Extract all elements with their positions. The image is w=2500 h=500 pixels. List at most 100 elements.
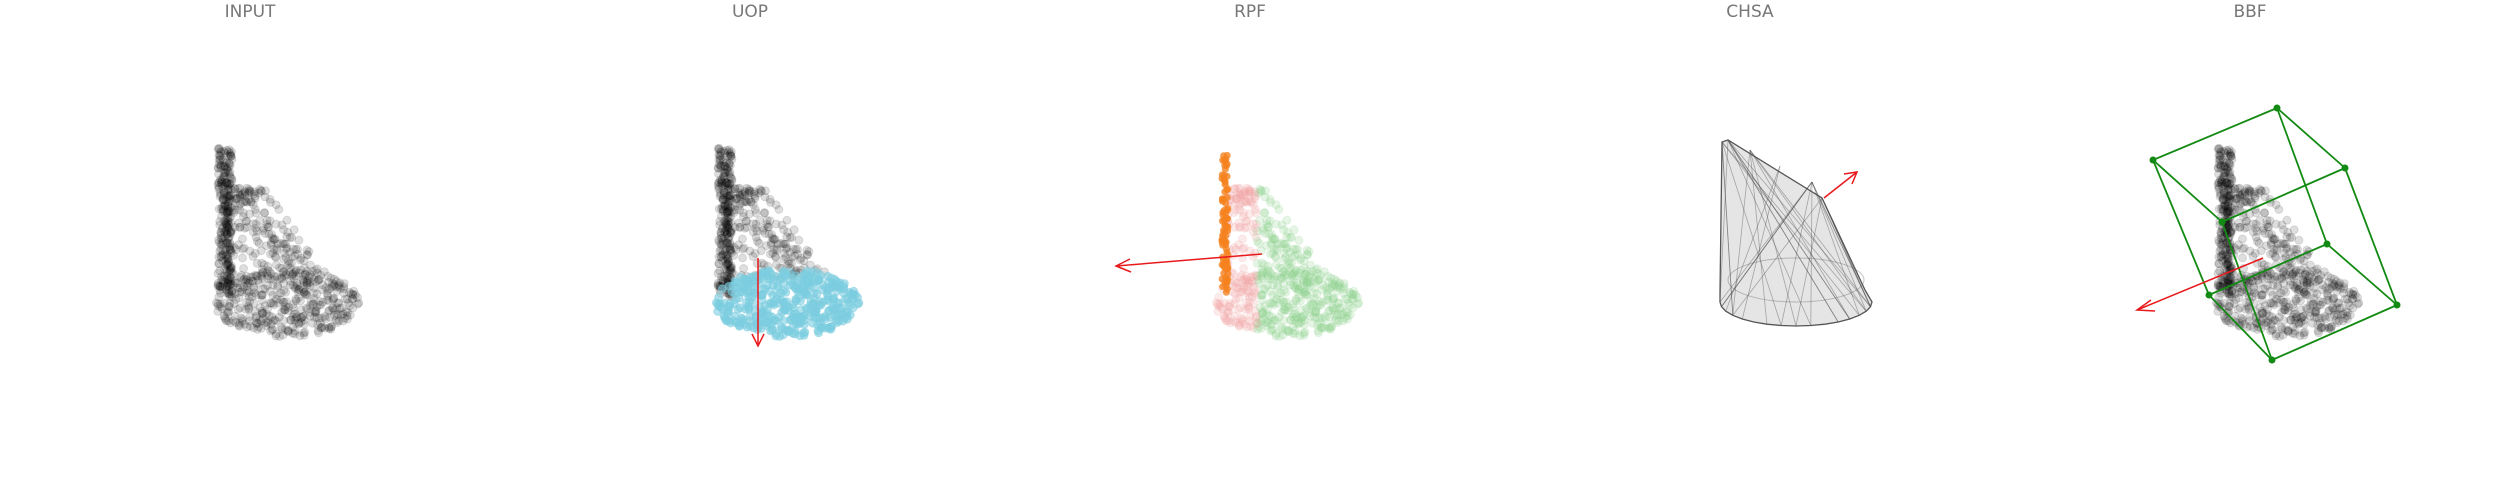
hull-edge [1727,139,1851,320]
cloud-point [724,258,734,268]
cloud-point [344,298,354,308]
cloud-point [226,149,235,159]
cloud-point [1234,218,1244,228]
cloud-point [2269,235,2279,244]
cloud-point [1329,274,1339,284]
cloud-point [293,287,303,297]
cloud-point [1288,303,1298,313]
cloud-point [1234,287,1244,297]
cloud-point [727,263,736,273]
cloud-point [2271,252,2281,262]
cloud-point [2227,292,2237,302]
cloud-point [720,264,730,274]
cloud-point [224,213,234,223]
cloud-point [257,306,267,316]
cloud-point [714,150,724,160]
cloud-point [1296,253,1306,263]
cloud-point [718,238,728,248]
cloud-point [2281,239,2291,249]
cloud-point [748,227,758,237]
cloud-point [218,238,228,248]
cloud-point [1235,199,1245,209]
cloud-point [2289,225,2299,235]
cloud-point [733,188,743,198]
cloud-point [1280,305,1290,315]
cloud-point [333,309,343,319]
cloud-point [716,244,726,254]
cloud-point [1312,302,1322,312]
cloud-point [1234,240,1243,250]
cloud-point [2291,313,2301,323]
cloud-point [2222,274,2232,284]
cloud-point [724,219,734,229]
cloud-point [722,221,732,231]
cloud-point [1299,275,1308,285]
cloud-point [724,206,734,216]
box-edge [2276,107,2328,245]
cloud-point [219,188,229,198]
cloud-point [316,323,326,333]
cloud-point [218,202,228,212]
hull-edge [1811,181,1871,307]
cloud-point [305,269,315,279]
cloud-point [2322,288,2332,298]
cloud-point [216,239,226,249]
cloud-point [225,178,235,188]
cloud-point [2213,306,2223,316]
uop-view [711,143,864,348]
cloud-point [744,188,753,198]
cloud-point [723,206,733,216]
cloud-point [1230,198,1240,208]
cloud-point [2302,277,2311,287]
cloud-point [215,155,225,165]
cloud-point [235,199,245,209]
hull-edge [1811,181,1860,316]
cloud-point [2244,316,2254,326]
cloud-point [1240,187,1250,196]
cloud-point [1301,286,1311,296]
cloud-point [724,179,734,189]
cloud-point [1348,294,1357,304]
cloud-point [1332,318,1342,328]
cloud-point [783,256,793,266]
cloud-point [224,287,234,297]
cloud-point [716,204,726,214]
cloud-point [750,248,760,258]
cloud-point [742,222,752,232]
cloud-point [225,273,235,282]
cloud-point [802,250,812,259]
cloud-point [766,197,775,207]
cloud-point [1241,304,1251,314]
cloud-point [214,235,224,245]
cloud-point [2270,234,2280,244]
cloud-point [213,144,223,154]
cloud-point [328,303,337,313]
cloud-point [2325,284,2335,293]
cloud-point [724,191,734,201]
cloud-point [715,216,725,226]
cloud-point [1239,282,1249,292]
cloud-point [1262,219,1272,229]
cloud-point [2338,309,2348,319]
cloud-point [2288,303,2298,313]
cloud-point [268,316,278,326]
cloud-point [1267,325,1277,335]
cloud-point [1231,317,1241,327]
cloud-point [2314,296,2324,306]
cloud-point [287,233,297,243]
cloud-point [793,249,803,259]
cloud-point [231,294,241,304]
cloud-point [1271,331,1281,341]
cloud-point [250,193,260,203]
cloud-point [1250,306,1260,316]
cloud-point [278,330,288,340]
cloud-point [222,254,232,264]
cloud-point [1316,270,1326,280]
cloud-point [2227,287,2237,297]
cloud-point [332,310,342,320]
cloud-point [220,168,230,178]
cloud-point [1279,266,1289,276]
cloud-point [768,234,778,244]
cloud-point [2226,228,2236,238]
cloud-point [260,284,270,294]
